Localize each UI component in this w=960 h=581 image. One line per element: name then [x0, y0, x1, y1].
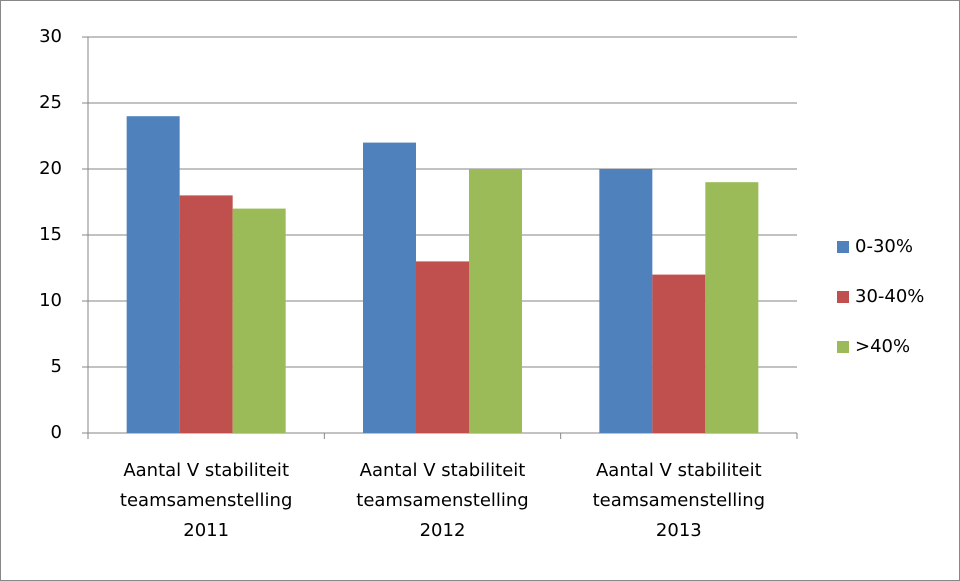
bar — [179, 195, 233, 433]
bar — [232, 208, 286, 433]
x-tick-label: Aantal V stabiliteit teamsamenstelling 2… — [356, 460, 529, 541]
y-tick-label: 20 — [39, 158, 62, 179]
y-tick-label: 5 — [51, 356, 62, 377]
legend-swatch — [837, 241, 849, 253]
legend-label: 0-30% — [855, 236, 913, 257]
bar — [469, 169, 522, 433]
legend-swatch — [837, 291, 849, 303]
bar — [416, 261, 469, 433]
legend-label: 30-40% — [855, 286, 924, 307]
y-tick-label: 25 — [39, 92, 62, 113]
bar — [363, 142, 416, 433]
y-tick-label: 15 — [39, 224, 62, 245]
legend-label: >40% — [855, 336, 910, 357]
y-tick-label: 0 — [51, 422, 62, 443]
bar — [705, 182, 759, 433]
x-tick-label: Aantal V stabiliteit teamsamenstelling 2… — [119, 460, 293, 541]
x-tick-label: Aantal V stabiliteit teamsamenstelling 2… — [592, 460, 766, 541]
y-tick-label: 30 — [39, 26, 62, 47]
bar — [599, 169, 653, 433]
y-tick-label: 10 — [39, 290, 62, 311]
legend-swatch — [837, 341, 849, 353]
bar — [126, 116, 180, 433]
bar — [652, 274, 706, 433]
